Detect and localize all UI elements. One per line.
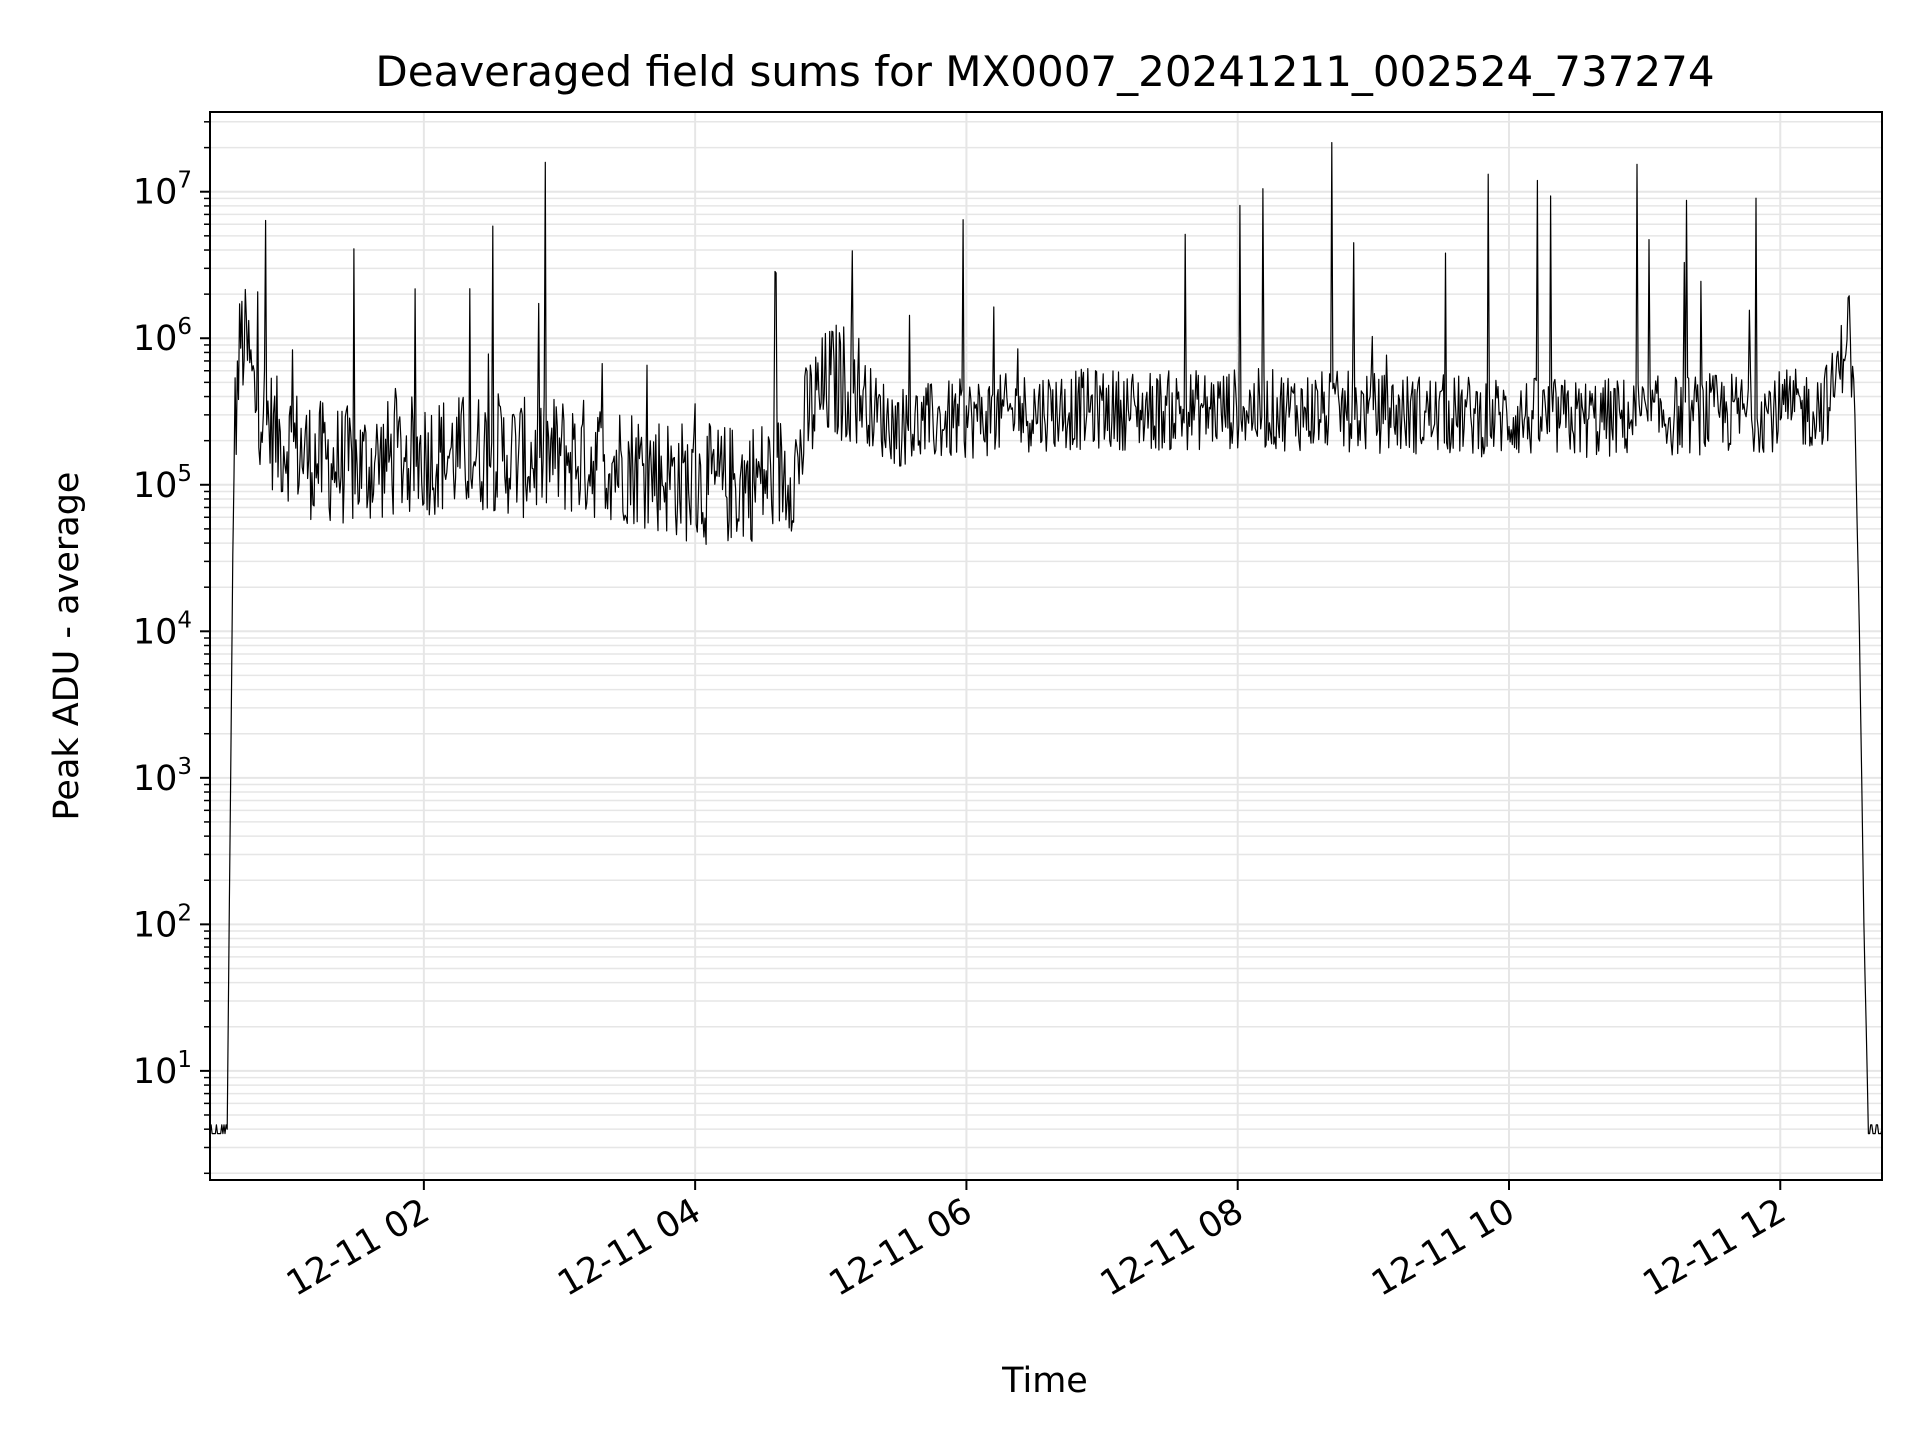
y-tick-label: 104 (133, 607, 192, 652)
y-axis-label: Peak ADU - average (47, 472, 87, 821)
grid-layer (210, 112, 1882, 1180)
series-line-0 (209, 142, 1883, 1135)
y-tick-label: 101 (133, 1047, 192, 1092)
y-tick-label: 106 (133, 314, 192, 359)
y-axis: 101 102 103 104 105 106 107 (133, 121, 210, 1175)
y-tick-label: 102 (133, 900, 192, 945)
plot-layer (209, 142, 1883, 1135)
y-tick-label: 107 (133, 168, 192, 213)
y-tick-label: 105 (133, 461, 192, 506)
chart-title: Deaveraged field sums for MX0007_2024121… (375, 47, 1714, 96)
x-axis-label: Time (1001, 1361, 1088, 1401)
y-tick-label: 103 (133, 754, 192, 799)
